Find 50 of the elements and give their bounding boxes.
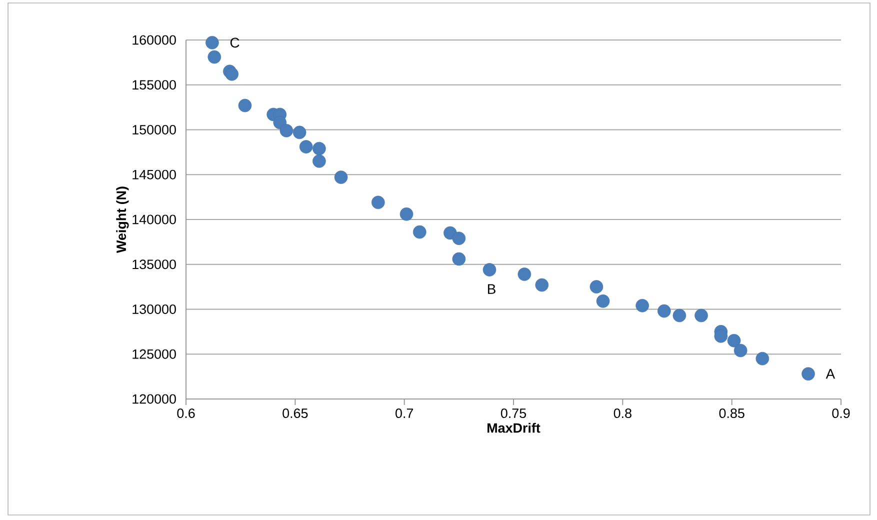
point (658, 304, 671, 318)
y-tick-label: 135000 (132, 260, 176, 270)
y-tick-label: 130000 (132, 304, 176, 314)
point (206, 36, 219, 50)
point (292, 126, 306, 140)
x-tick-label: 0.75 (500, 408, 526, 418)
y-axis-title: Weight (N) (116, 186, 129, 253)
y-tick-label: 155000 (132, 80, 176, 90)
y-tick-label: 140000 (132, 214, 176, 224)
x-tick-label: 0.7 (396, 408, 414, 418)
annotation: A (826, 369, 836, 379)
point (590, 280, 604, 294)
point (371, 196, 385, 210)
point (400, 207, 414, 221)
y-tick-label: 125000 (132, 349, 176, 359)
point (225, 67, 239, 81)
point (714, 330, 728, 343)
annotation: B (488, 284, 496, 294)
point (452, 232, 466, 245)
point (482, 263, 496, 276)
point (208, 50, 222, 64)
y-tick-label: 150000 (132, 124, 176, 134)
y-tick-label: 145000 (132, 170, 176, 180)
x-tick-label: 0.8 (614, 408, 632, 418)
point (734, 344, 748, 358)
point (694, 308, 708, 322)
point (535, 278, 549, 292)
point (299, 140, 313, 154)
x-tick-label: 0.65 (282, 408, 308, 418)
point (672, 308, 686, 322)
point (238, 98, 252, 112)
point (312, 154, 326, 168)
x-tick-label: 0.85 (719, 408, 744, 418)
point (756, 352, 770, 366)
y-tick-label: 160000 (132, 35, 176, 45)
point (452, 252, 466, 266)
point (412, 225, 426, 239)
point (518, 268, 532, 281)
point (636, 298, 649, 312)
point (802, 367, 815, 381)
point (727, 334, 741, 348)
point (334, 170, 348, 184)
point (280, 124, 294, 138)
x-tick-label: 0.9 (832, 408, 850, 418)
x-tick-label: 0.6 (177, 408, 195, 418)
point (312, 142, 326, 156)
point (596, 294, 610, 308)
x-axis-title: MaxDrift (488, 422, 540, 433)
annotation: C (230, 38, 240, 48)
y-tick-label: 120000 (132, 394, 176, 404)
